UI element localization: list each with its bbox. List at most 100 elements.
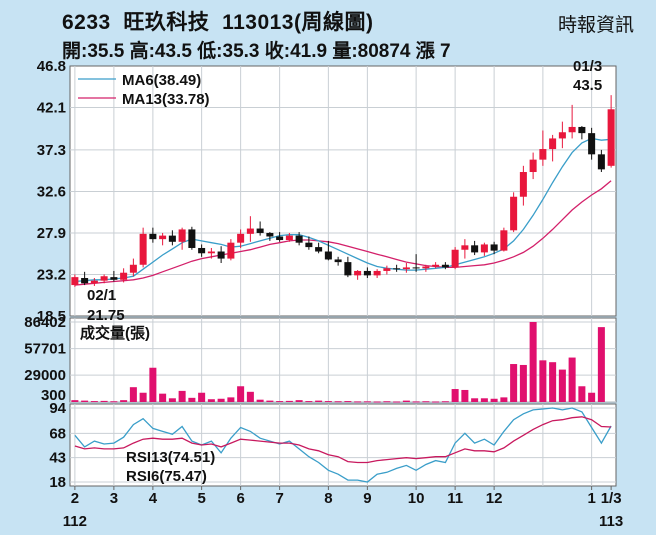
low-value-label: 21.75 <box>87 307 125 324</box>
candle <box>149 233 157 240</box>
volume-bar <box>120 400 128 402</box>
volume-bar <box>461 389 469 402</box>
volume-bar <box>558 369 566 402</box>
x-tick-label: 2 <box>71 490 79 507</box>
candle <box>256 228 264 233</box>
candle <box>198 247 206 254</box>
rsi13-line <box>74 416 612 464</box>
volume-bar <box>237 386 245 402</box>
volume-bar <box>295 400 303 402</box>
price-tick-label: 37.3 <box>37 142 66 159</box>
candle <box>373 270 381 276</box>
candle <box>412 267 420 269</box>
legend-label: MA13(33.78) <box>122 91 210 108</box>
candle <box>480 244 488 253</box>
price-tick-label: 27.9 <box>37 225 66 242</box>
candle <box>422 266 430 269</box>
volume-bar <box>198 392 206 402</box>
volume-bar <box>315 400 323 402</box>
x-tick-label: 9 <box>363 490 371 507</box>
x-tick-label: 8 <box>324 490 332 507</box>
volume-bar <box>451 389 459 402</box>
x-tick-label: 3 <box>110 490 118 507</box>
ma6-line <box>74 137 612 283</box>
rsi-panel <box>69 403 617 487</box>
rsi-tick-label: 68 <box>49 425 66 442</box>
candle <box>568 126 576 133</box>
volume-bar <box>393 401 401 403</box>
rsi6-label: RSI6(75.47) <box>126 468 207 485</box>
volume-bar <box>324 401 332 403</box>
volume-bar <box>412 401 420 403</box>
stock-name: 旺玖科技 <box>123 11 210 34</box>
candle <box>461 245 469 250</box>
candle <box>529 159 537 173</box>
volume-bar <box>363 401 371 403</box>
candle <box>597 154 605 170</box>
candle <box>266 232 274 237</box>
volume-bar <box>266 400 274 402</box>
candle <box>519 172 527 197</box>
volume-tick-label: 29000 <box>24 367 66 384</box>
candle <box>81 278 89 284</box>
candle <box>227 242 235 259</box>
candle <box>471 245 479 253</box>
candle <box>100 276 108 281</box>
volume-bar <box>588 392 596 402</box>
candle <box>539 149 547 160</box>
candle <box>578 126 586 134</box>
volume-bar <box>432 401 440 403</box>
candle <box>363 270 371 276</box>
volume-bar <box>90 401 98 403</box>
volume-bar <box>529 322 537 402</box>
volume-bar <box>441 401 449 403</box>
x-tick-label: 11 <box>447 490 463 507</box>
candle <box>168 235 176 242</box>
price-tick-label: 42.1 <box>37 100 66 117</box>
price-tick-label: 18.5 <box>37 308 66 325</box>
volume-bar <box>549 362 557 402</box>
volume-bar <box>383 401 391 403</box>
candle <box>285 235 293 241</box>
volume-bar <box>519 364 527 402</box>
volume-bar <box>149 367 157 402</box>
rsi-tick-label: 18 <box>49 474 66 491</box>
x-tick-label: 10 <box>408 490 425 507</box>
rsi-tick-label: 94 <box>49 400 66 417</box>
candle <box>490 244 498 251</box>
volume-bar <box>500 397 508 402</box>
volume-bar <box>256 399 264 402</box>
x-tick-label: 7 <box>275 490 283 507</box>
volume-bar <box>217 398 225 402</box>
legend-label: MA6(38.49) <box>122 72 201 89</box>
volume-bar <box>276 401 284 403</box>
candle <box>588 133 596 155</box>
ma13-line <box>74 180 612 286</box>
candle <box>120 272 128 280</box>
price-tick-label: 32.6 <box>37 183 66 200</box>
volume-bar <box>334 401 342 403</box>
price-tick-label: 23.2 <box>37 266 66 283</box>
candle <box>344 262 352 276</box>
candle <box>354 270 362 276</box>
candle <box>315 247 323 252</box>
volume-bar <box>285 400 293 402</box>
volume-bar <box>81 400 89 402</box>
source-label: 時報資訊 <box>557 15 634 36</box>
candle <box>207 251 215 254</box>
candle <box>139 233 147 265</box>
price-stats: 開:35.5 高:43.5 低:35.3 收:41.9 量:80874 漲 7 <box>62 41 451 62</box>
volume-bar <box>471 398 479 402</box>
candle <box>129 264 137 273</box>
candle <box>305 242 313 248</box>
volume-bar <box>207 399 215 402</box>
volume-bar <box>168 398 176 402</box>
volume-bar <box>227 397 235 402</box>
year-right-label: 113 <box>599 513 623 530</box>
volume-bar <box>159 393 167 402</box>
volume-bar <box>578 386 586 402</box>
period-label: 113013(周線圖) <box>222 11 374 34</box>
candle <box>276 236 284 241</box>
volume-bar <box>110 401 118 403</box>
